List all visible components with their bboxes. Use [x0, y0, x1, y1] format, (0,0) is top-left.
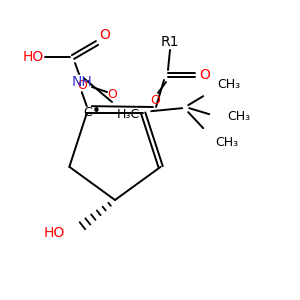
Text: CH₃: CH₃ — [216, 136, 239, 149]
Text: CH₃: CH₃ — [228, 110, 251, 123]
Text: O: O — [107, 88, 117, 101]
Text: HO: HO — [44, 226, 65, 240]
Text: R1: R1 — [161, 35, 179, 49]
Text: O: O — [150, 94, 160, 106]
Text: H₃C: H₃C — [117, 109, 140, 122]
Text: C: C — [83, 106, 92, 119]
Text: •: • — [91, 104, 100, 119]
Text: CH₃: CH₃ — [218, 78, 241, 91]
Text: NH: NH — [72, 75, 92, 89]
Text: O: O — [77, 79, 87, 92]
Text: O: O — [100, 28, 110, 42]
Text: O: O — [200, 68, 210, 82]
Text: HO: HO — [22, 50, 44, 64]
